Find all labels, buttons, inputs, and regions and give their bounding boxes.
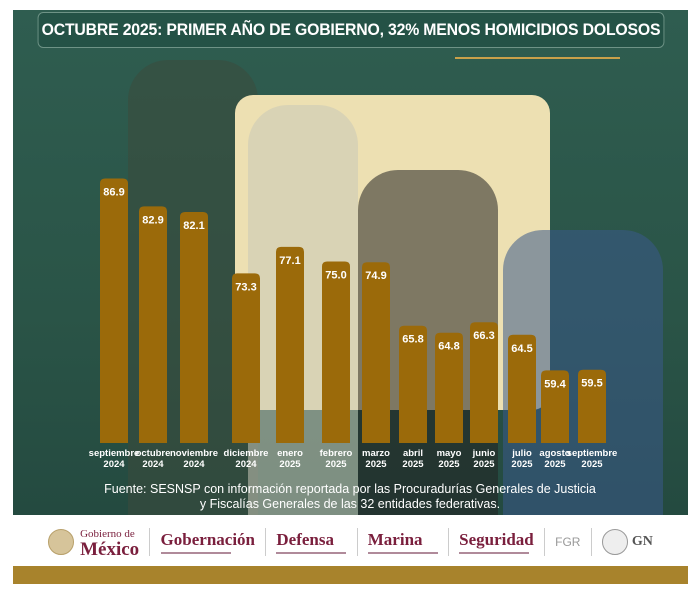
gob-line2: México	[80, 539, 140, 560]
bar	[322, 261, 350, 443]
footer-logos: Gobierno de México Gobernación Defensa M…	[13, 520, 688, 564]
bar-value-label: 82.9	[142, 214, 163, 226]
bar-value-label: 86.9	[103, 186, 124, 198]
bar-value-label: 65.8	[402, 334, 423, 346]
bar	[362, 262, 390, 443]
bar	[276, 246, 304, 443]
gn-logo: GN	[601, 529, 653, 555]
bar	[399, 325, 427, 443]
divider	[265, 528, 267, 556]
x-tick-label: 2025	[279, 459, 301, 470]
x-tick-label: febrero	[320, 448, 353, 459]
x-tick-label: enero	[277, 448, 303, 459]
bar	[232, 273, 260, 443]
bar	[470, 322, 498, 443]
bar-value-label: 64.5	[511, 343, 532, 355]
bar-value-label: 82.1	[183, 220, 204, 232]
bar	[508, 334, 536, 443]
x-tick-label: 2024	[235, 459, 257, 470]
x-tick-label: 2025	[473, 459, 495, 470]
x-tick-label: julio	[511, 448, 532, 459]
x-tick-label: 2025	[544, 459, 566, 470]
bar	[578, 369, 606, 443]
source-line-1: Fuente: SESNSP con información reportada…	[104, 482, 596, 496]
bar-value-label: 73.3	[235, 281, 256, 293]
bar	[139, 206, 167, 443]
x-tick-label: 2025	[325, 459, 347, 470]
x-tick-label: noviembre	[170, 448, 218, 459]
x-tick-label: 2025	[511, 459, 533, 470]
gn-seal-icon	[601, 529, 628, 555]
fgr-logo: FGR	[555, 535, 581, 549]
x-tick-label: 2025	[581, 459, 603, 470]
bar-value-label: 74.9	[365, 270, 386, 282]
bar-value-label: 77.1	[279, 255, 300, 267]
x-tick-label: marzo	[362, 448, 390, 459]
gob-line1: Gobierno de	[80, 528, 135, 540]
bar-value-label: 59.5	[581, 378, 602, 390]
divider	[590, 528, 592, 556]
x-tick-label: septiembre	[567, 448, 618, 459]
divider	[543, 528, 545, 556]
x-tick-label: 2024	[183, 459, 205, 470]
page-title: OCTUBRE 2025: PRIMER AÑO DE GOBIERNO, 32…	[37, 12, 665, 48]
x-tick-label: 2024	[142, 459, 164, 470]
x-tick-label: septiembre	[89, 448, 140, 459]
x-tick-label: agosto	[539, 448, 570, 459]
bar	[541, 370, 569, 443]
marina-logo: Marina	[367, 530, 438, 554]
x-tick-label: 2025	[402, 459, 424, 470]
divider	[149, 528, 151, 556]
bar-chart: 86.9septiembre202482.9octubre202482.1nov…	[89, 178, 618, 470]
bar	[435, 332, 463, 443]
seguridad-logo: Seguridad	[459, 530, 534, 554]
x-tick-label: 2025	[438, 459, 460, 470]
bar-value-label: 75.0	[325, 270, 346, 282]
gobierno-mexico-logo: Gobierno de México	[48, 527, 140, 560]
defensa-logo: Defensa	[276, 530, 347, 554]
x-tick-label: mayo	[437, 448, 462, 459]
seal-icon	[48, 529, 75, 555]
divider	[356, 528, 358, 556]
x-tick-label: junio	[472, 448, 496, 459]
gobernacion-logo: Gobernación	[160, 530, 255, 554]
source-note: Fuente: SESNSP con información reportada…	[0, 482, 700, 512]
x-tick-label: octubre	[136, 448, 171, 459]
decorative-line	[455, 57, 620, 59]
x-tick-label: 2025	[365, 459, 387, 470]
bar-value-label: 59.4	[544, 378, 566, 390]
x-tick-label: abril	[403, 448, 423, 459]
bar	[180, 211, 208, 443]
bottom-gold-bar	[13, 566, 688, 584]
divider	[447, 528, 449, 556]
source-line-2: y Fiscalías Generales de las 32 entidade…	[199, 497, 501, 511]
x-tick-label: 2024	[103, 459, 125, 470]
bar	[100, 178, 128, 443]
bar-value-label: 64.8	[438, 341, 459, 353]
x-tick-label: diciembre	[224, 448, 269, 459]
bar-value-label: 66.3	[473, 330, 494, 342]
